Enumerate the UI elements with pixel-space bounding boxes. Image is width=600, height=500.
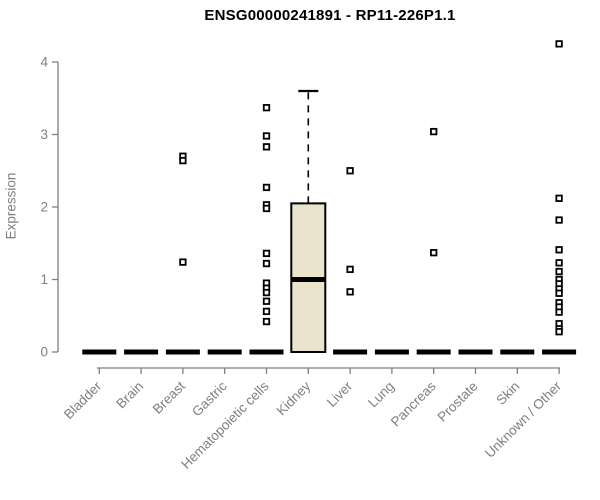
outlier-point-liver (346, 288, 354, 296)
y-tick-label: 1 (40, 272, 48, 287)
collapsed-box-pancreas (416, 349, 451, 355)
outlier-point-hematopoietic-cells (262, 259, 271, 268)
outlier-point-hematopoietic-cells (262, 307, 271, 316)
outlier-point-hematopoietic-cells (262, 183, 271, 192)
y-tick-label: 0 (40, 345, 48, 360)
outlier-point-hematopoietic-cells (262, 317, 271, 326)
median-line-kidney (291, 277, 326, 282)
outlier-point-hematopoietic-cells (262, 104, 271, 112)
x-category-label-gastric: Gastric (189, 378, 230, 419)
outlier-point-unknown-other (555, 267, 563, 276)
outlier-point-hematopoietic-cells (262, 204, 271, 213)
x-category-label-liver: Liver (324, 378, 356, 410)
outlier-point-hematopoietic-cells (262, 288, 271, 297)
collapsed-box-skin (500, 349, 535, 355)
collapsed-box-liver (333, 349, 368, 355)
y-tick-label: 3 (40, 127, 48, 142)
outlier-point-unknown-other (555, 259, 563, 267)
collapsed-box-bladder (82, 349, 117, 355)
outlier-point-hematopoietic-cells (262, 297, 271, 305)
outlier-point-hematopoietic-cells (262, 132, 271, 140)
outlier-point-liver (346, 265, 354, 274)
outlier-point-hematopoietic-cells (262, 143, 271, 151)
x-category-label-brain: Brain (113, 379, 146, 412)
collapsed-box-prostate (458, 349, 493, 355)
y-tick-label: 4 (40, 55, 48, 70)
outlier-point-breast (179, 258, 187, 266)
y-tick-label: 2 (40, 200, 48, 215)
collapsed-box-unknown-other (542, 349, 577, 355)
x-category-label-pancreas: Pancreas (388, 378, 439, 429)
x-category-label-kidney: Kidney (274, 378, 314, 418)
outlier-point-unknown-other (555, 246, 563, 254)
collapsed-box-lung (374, 349, 409, 355)
x-category-label-lung: Lung (365, 379, 397, 411)
outlier-point-liver (346, 167, 354, 175)
outlier-point-pancreas (430, 127, 438, 136)
outlier-point-pancreas (430, 249, 438, 257)
x-category-label-bladder: Bladder (61, 378, 105, 422)
x-category-label-breast: Breast (150, 378, 188, 416)
outlier-point-unknown-other (555, 40, 563, 48)
x-category-label-prostate: Prostate (434, 379, 480, 425)
collapsed-box-brain (124, 349, 159, 355)
collapsed-box-breast (165, 349, 200, 355)
outlier-point-unknown-other (555, 289, 563, 297)
outlier-point-unknown-other (555, 216, 563, 224)
outlier-point-unknown-other (555, 308, 563, 316)
x-category-label-skin: Skin (493, 379, 522, 408)
collapsed-box-hematopoietic-cells (249, 349, 284, 355)
outlier-point-breast (179, 156, 187, 165)
outlier-point-hematopoietic-cells (262, 249, 271, 258)
x-category-label-unknown-other: Unknown / Other (482, 378, 565, 461)
chart-title: ENSG00000241891 - RP11-226P1.1 (204, 7, 456, 24)
outlier-point-unknown-other (555, 194, 563, 202)
collapsed-box-gastric (207, 349, 242, 355)
outlier-point-unknown-other (555, 328, 563, 336)
